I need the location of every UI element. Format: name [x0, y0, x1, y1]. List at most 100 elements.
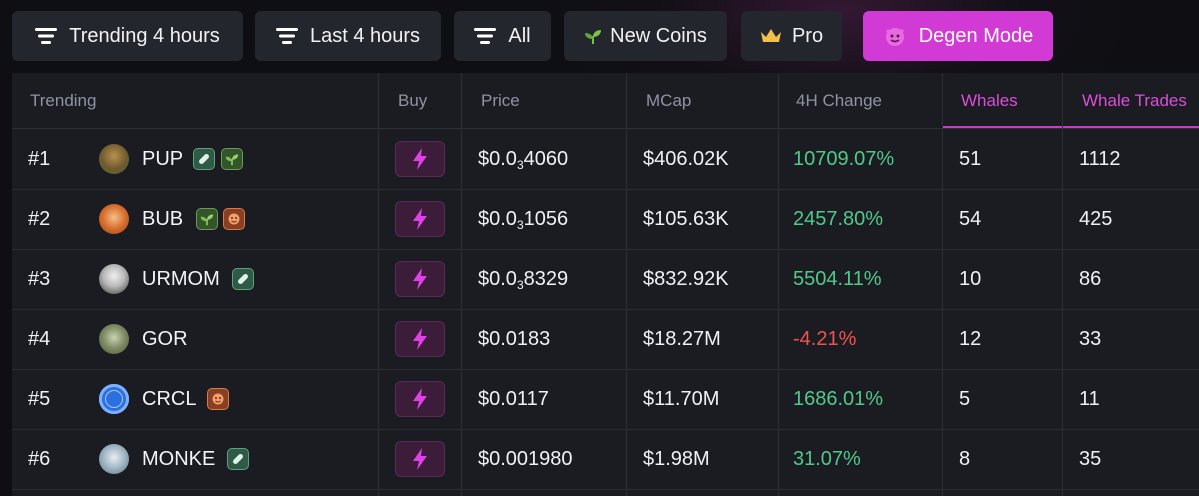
price: $0.038329 [478, 268, 569, 292]
buy-button[interactable] [395, 261, 445, 297]
four-hour-change: 5504.11% [793, 268, 882, 290]
header-4h-change[interactable]: 4H Change [796, 91, 883, 110]
token-name[interactable]: GOR [142, 328, 188, 350]
whales-count: 5 [959, 388, 971, 410]
filter-lines-icon [275, 27, 298, 45]
rank: #4 [28, 328, 51, 350]
rank: #3 [28, 268, 51, 290]
lightning-icon [412, 328, 428, 350]
sprout-badge-icon [221, 148, 243, 170]
buy-button[interactable] [395, 141, 445, 177]
gorilla-avatar [99, 324, 129, 354]
new-coins-button[interactable]: New Coins [564, 11, 727, 61]
trending-4-hours-button[interactable]: Trending 4 hours [12, 11, 243, 61]
fire-badge-icon [207, 388, 229, 410]
filter-label: Pro [791, 24, 824, 47]
lightning-icon [412, 388, 428, 410]
shiba-avatar [99, 204, 129, 234]
market-cap: $832.92K [643, 268, 729, 290]
filter-lines-icon [474, 27, 497, 45]
token-name[interactable]: BUB [142, 208, 184, 230]
column-divider [626, 73, 627, 496]
whale-trades-count: 33 [1079, 328, 1102, 350]
rank: #1 [28, 148, 51, 170]
price: $0.001980 [478, 448, 573, 470]
price: $0.031056 [478, 208, 569, 232]
header-buy: Buy [398, 91, 428, 110]
table-row[interactable]: #4 GOR $0.0183 $18.27M -4.21% 12 33 [12, 309, 1199, 370]
market-cap: $1.98M [643, 448, 710, 470]
buy-button[interactable] [395, 321, 445, 357]
lightning-icon [412, 448, 428, 470]
person-avatar [99, 264, 129, 294]
table-row[interactable]: #3 URMOM $0.038329 $832.92K 5504.11% 10 … [12, 249, 1199, 310]
lightning-icon [412, 148, 428, 170]
price: $0.0117 [478, 388, 549, 410]
rank: #2 [28, 208, 51, 230]
lightning-icon [412, 268, 428, 290]
price: $0.0183 [478, 328, 551, 350]
pill-badge-icon [227, 448, 249, 470]
token-name[interactable]: CRCL [142, 388, 197, 410]
rank: #5 [28, 388, 51, 410]
pro-button[interactable]: Pro [741, 11, 842, 61]
token-name[interactable]: MONKE [142, 448, 216, 470]
crown-icon [760, 28, 782, 44]
rank: #6 [28, 448, 51, 470]
market-cap: $18.27M [643, 328, 721, 350]
degen-mode-button[interactable]: Degen Mode [863, 11, 1053, 61]
market-cap: $11.70M [643, 388, 720, 410]
whales-count: 12 [959, 328, 982, 350]
whale-trades-count: 35 [1079, 448, 1102, 470]
last-4-hours-button[interactable]: Last 4 hours [255, 11, 441, 61]
filter-label: Last 4 hours [309, 24, 421, 47]
circle-avatar [99, 384, 129, 414]
fire-badge-icon [223, 208, 245, 230]
trending-table: Trending Buy Price MCap 4H Change Whales… [12, 73, 1199, 496]
sprout-icon [584, 27, 602, 45]
pill-badge-icon [232, 268, 254, 290]
sprout-badge-icon [196, 208, 218, 230]
column-divider [1062, 73, 1063, 496]
all-button[interactable]: All [454, 11, 551, 61]
table-row[interactable]: #2 BUB $0.031056 $105.63K 2457.80% 54 42… [12, 189, 1199, 250]
monkey-avatar [99, 444, 129, 474]
token-name[interactable]: URMOM [142, 268, 220, 290]
header-trending[interactable]: Trending [30, 91, 97, 110]
whale-trades-count: 11 [1079, 388, 1100, 410]
four-hour-change: 31.07% [793, 448, 861, 470]
filter-label: All [508, 24, 531, 47]
price: $0.034060 [478, 148, 569, 172]
column-divider [378, 73, 379, 496]
whales-count: 54 [959, 208, 982, 230]
buy-button[interactable] [395, 381, 445, 417]
filter-label: Degen Mode [918, 24, 1034, 47]
column-divider [461, 73, 462, 496]
header-whales[interactable]: Whales [943, 73, 1062, 128]
header-mcap[interactable]: MCap [646, 91, 692, 110]
dog-avatar [99, 144, 129, 174]
whales-count: 8 [959, 448, 971, 470]
buy-button[interactable] [395, 441, 445, 477]
four-hour-change: 1686.01% [793, 388, 884, 410]
four-hour-change: -4.21% [793, 328, 857, 350]
header-price[interactable]: Price [481, 91, 520, 110]
header-whale-trades[interactable]: Whale Trades [1063, 73, 1199, 128]
column-divider [778, 73, 779, 496]
market-cap: $105.63K [643, 208, 729, 230]
four-hour-change: 10709.07% [793, 148, 895, 170]
whales-count: 51 [959, 148, 982, 170]
buy-button[interactable] [395, 201, 445, 237]
table-row[interactable]: #1 PUP $0.034060 $406.02K 10709.07% 51 1… [12, 129, 1199, 190]
column-divider [942, 73, 943, 496]
table-row[interactable]: #5 CRCL $0.0117 $11.70M 1686.01% 5 11 [12, 369, 1199, 430]
pill-badge-icon [193, 148, 215, 170]
token-name[interactable]: PUP [142, 148, 184, 170]
whale-trades-count: 425 [1079, 208, 1113, 230]
filter-label: New Coins [610, 24, 707, 47]
four-hour-change: 2457.80% [793, 208, 884, 230]
market-cap: $406.02K [643, 148, 729, 170]
filter-lines-icon [35, 27, 58, 45]
table-header: Trending Buy Price MCap 4H Change Whales… [12, 73, 1199, 129]
table-row[interactable]: #6 MONKE $0.001980 $1.98M 31.07% 8 35 [12, 429, 1199, 490]
